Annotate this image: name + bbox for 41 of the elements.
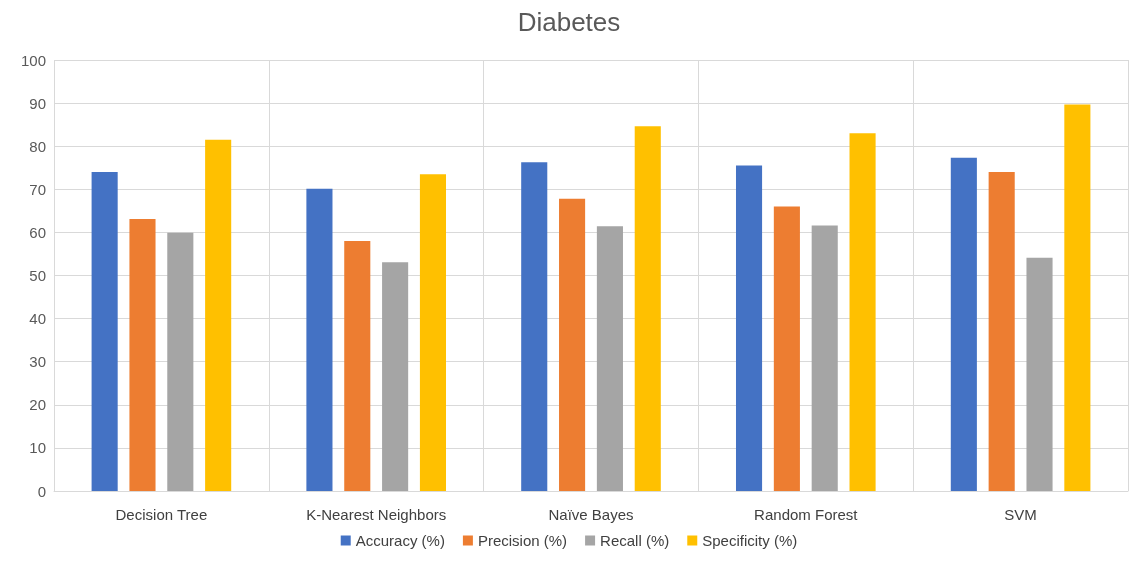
bar [129, 219, 156, 491]
y-tick-label: 10 [29, 439, 46, 457]
bar [773, 206, 800, 491]
x-tick-label: K-Nearest Neighbors [306, 506, 447, 523]
bar [91, 172, 118, 491]
bar [811, 225, 838, 491]
bar [1026, 257, 1053, 491]
y-tick-label: 100 [20, 51, 46, 69]
legend-label: Accuracy (%) [355, 532, 445, 549]
bar [596, 226, 623, 491]
bar [1064, 104, 1091, 491]
bar [735, 165, 763, 491]
y-tick-label: 20 [29, 396, 46, 414]
legend-label: Recall (%) [600, 532, 670, 549]
y-tick-label: 40 [29, 310, 46, 328]
y-tick-label: 50 [29, 267, 46, 284]
bar [521, 162, 548, 491]
bar [205, 139, 232, 491]
legend-label: Specificity (%) [702, 532, 798, 549]
bar [559, 198, 586, 491]
bar [988, 172, 1015, 491]
x-tick-label: Naïve Bayes [548, 506, 634, 523]
chart-title: Diabetes [517, 7, 621, 37]
bar [634, 126, 661, 491]
bar [382, 262, 409, 491]
bar [344, 241, 371, 491]
bar [849, 133, 876, 491]
bar [419, 174, 447, 491]
y-tick-label: 0 [37, 482, 46, 500]
x-tick-label: Decision Tree [115, 506, 208, 523]
y-tick-label: 80 [29, 137, 46, 155]
x-tick-label: Random Forest [754, 506, 859, 523]
legend-label: Precision (%) [477, 532, 568, 549]
bar [950, 157, 977, 491]
y-tick-label: 90 [29, 94, 46, 112]
y-tick-label: 60 [29, 223, 46, 241]
bar [167, 232, 194, 491]
y-tick-label: 70 [29, 180, 46, 198]
y-tick-label: 30 [29, 353, 46, 371]
bar [306, 188, 333, 491]
x-tick-label: SVM [1004, 506, 1037, 523]
